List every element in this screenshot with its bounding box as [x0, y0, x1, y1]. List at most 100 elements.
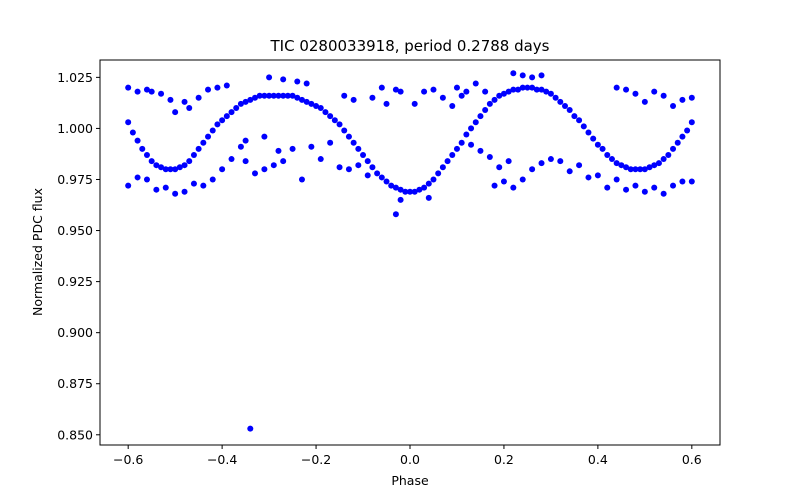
data-point [453, 84, 460, 91]
x-tick-label: 0.0 [400, 452, 420, 467]
data-point [632, 90, 639, 97]
data-point [641, 166, 648, 173]
data-point [162, 166, 169, 173]
data-point [205, 86, 212, 93]
x-tick-label: −0.4 [207, 452, 237, 467]
data-point [402, 188, 409, 195]
data-point [167, 166, 174, 173]
data-point [430, 176, 437, 183]
y-tick-label: 0.900 [57, 325, 93, 340]
data-point [425, 194, 432, 201]
data-point [350, 96, 357, 103]
data-point [486, 100, 493, 107]
data-point [641, 188, 648, 195]
data-point [266, 92, 273, 99]
data-point [623, 86, 630, 93]
data-point [623, 164, 630, 171]
data-point [505, 88, 512, 95]
data-point [482, 107, 489, 114]
x-tick-label: −0.2 [301, 452, 331, 467]
data-point [397, 88, 404, 95]
data-point [336, 164, 343, 171]
data-point [181, 98, 188, 105]
data-point [364, 172, 371, 179]
data-point [500, 90, 507, 97]
y-axis-ticks: 0.850 0.875 0.900 0.925 0.950 0.975 1.000 1.025 [57, 70, 100, 442]
data-point [383, 100, 390, 107]
data-point [261, 92, 268, 99]
data-point [519, 84, 526, 91]
data-point [298, 96, 305, 103]
data-point [632, 166, 639, 173]
data-point [580, 123, 587, 130]
data-point [472, 80, 479, 87]
data-point [148, 158, 155, 165]
data-point [223, 82, 230, 89]
data-point [397, 196, 404, 203]
data-point [623, 186, 630, 193]
data-point [200, 182, 207, 189]
data-point [660, 92, 667, 99]
data-point [186, 158, 193, 165]
data-point [444, 158, 451, 165]
data-point [317, 156, 324, 163]
data-point [491, 182, 498, 189]
y-tick-label: 0.950 [57, 223, 93, 238]
data-point [482, 88, 489, 95]
data-point [411, 188, 418, 195]
data-point [242, 158, 249, 165]
data-point [453, 145, 460, 152]
data-point [552, 94, 559, 101]
data-point [651, 162, 658, 169]
data-point [604, 184, 611, 191]
data-point [247, 425, 254, 432]
y-tick-label: 1.000 [57, 121, 93, 136]
data-point [618, 162, 625, 169]
data-point [350, 139, 357, 146]
data-point [529, 166, 536, 173]
data-point [585, 129, 592, 136]
data-point [425, 180, 432, 187]
data-point [468, 125, 475, 132]
data-point [162, 184, 169, 191]
data-point [674, 139, 681, 146]
data-point [280, 158, 287, 165]
data-point [421, 88, 428, 95]
data-point [458, 139, 465, 146]
data-point [294, 78, 301, 85]
data-point [613, 160, 620, 167]
data-point [613, 176, 620, 183]
y-tick-label: 1.025 [57, 70, 93, 85]
data-point [153, 186, 160, 193]
data-point [670, 145, 677, 152]
data-point [576, 117, 583, 124]
x-tick-label: 0.4 [588, 452, 608, 467]
data-point [153, 162, 160, 169]
data-point [139, 145, 146, 152]
data-point [472, 119, 479, 126]
data-point [378, 174, 385, 181]
data-point [496, 92, 503, 99]
data-point [491, 96, 498, 103]
data-point [594, 172, 601, 179]
data-point [655, 160, 662, 167]
data-point [627, 166, 634, 173]
data-point [341, 127, 348, 134]
data-point [308, 100, 315, 107]
data-point [266, 74, 273, 81]
data-point [378, 84, 385, 91]
data-point [463, 131, 470, 138]
data-point [529, 74, 536, 81]
data-point [392, 184, 399, 191]
data-point [439, 164, 446, 171]
data-point [632, 182, 639, 189]
data-point [186, 105, 193, 111]
data-point [336, 121, 343, 128]
data-point [125, 119, 132, 126]
data-point [172, 109, 179, 116]
data-point [416, 186, 423, 193]
data-point [392, 211, 399, 218]
data-point [496, 164, 503, 171]
y-tick-label: 0.925 [57, 274, 93, 289]
data-point [242, 137, 249, 144]
